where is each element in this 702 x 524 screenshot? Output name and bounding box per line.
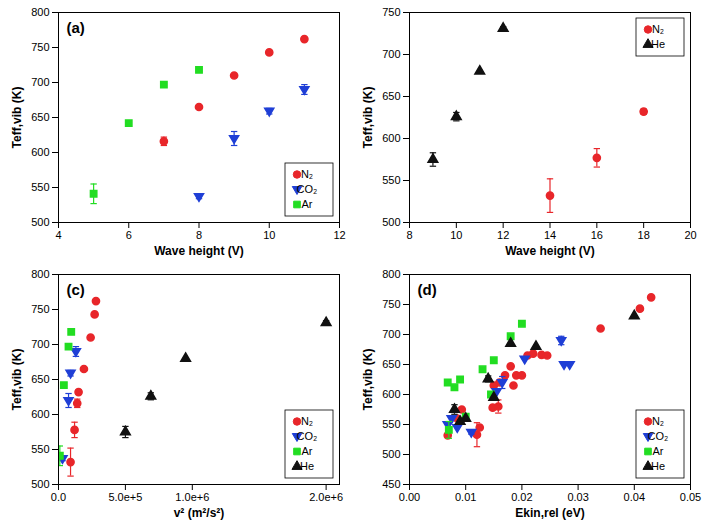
svg-text:Teff,vib (K): Teff,vib (K) bbox=[10, 349, 24, 411]
svg-text:550: 550 bbox=[382, 418, 400, 430]
svg-text:10: 10 bbox=[263, 229, 275, 241]
svg-text:1.0e+6: 1.0e+6 bbox=[175, 491, 209, 503]
svg-text:600: 600 bbox=[382, 132, 400, 144]
svg-text:650: 650 bbox=[382, 90, 400, 102]
svg-text:Ekin,rel (eV): Ekin,rel (eV) bbox=[515, 506, 584, 520]
svg-text:700: 700 bbox=[31, 76, 49, 88]
svg-text:450: 450 bbox=[382, 478, 400, 490]
svg-text:0.05: 0.05 bbox=[680, 491, 701, 503]
svg-text:600: 600 bbox=[382, 388, 400, 400]
svg-text:600: 600 bbox=[31, 408, 49, 420]
svg-text:0.01: 0.01 bbox=[455, 491, 476, 503]
svg-text:0.02: 0.02 bbox=[511, 491, 532, 503]
svg-text:18: 18 bbox=[638, 229, 650, 241]
svg-text:6: 6 bbox=[126, 229, 132, 241]
svg-text:550: 550 bbox=[382, 174, 400, 186]
svg-text:CO₂: CO₂ bbox=[297, 183, 318, 195]
svg-text:600: 600 bbox=[31, 146, 49, 158]
svg-text:750: 750 bbox=[31, 303, 49, 315]
svg-text:20: 20 bbox=[684, 229, 696, 241]
svg-text:750: 750 bbox=[382, 298, 400, 310]
svg-text:Ar: Ar bbox=[302, 198, 313, 210]
svg-text:2.0e+6: 2.0e+6 bbox=[309, 491, 343, 503]
svg-text:CO₂: CO₂ bbox=[648, 430, 669, 442]
svg-text:8: 8 bbox=[196, 229, 202, 241]
svg-text:550: 550 bbox=[31, 443, 49, 455]
svg-text:750: 750 bbox=[382, 6, 400, 18]
svg-text:500: 500 bbox=[31, 216, 49, 228]
svg-text:550: 550 bbox=[31, 181, 49, 193]
svg-text:700: 700 bbox=[382, 328, 400, 340]
svg-text:4: 4 bbox=[55, 229, 61, 241]
svg-text:N₂: N₂ bbox=[652, 415, 664, 427]
svg-text:Teff,vib (K): Teff,vib (K) bbox=[361, 349, 375, 411]
svg-text:14: 14 bbox=[544, 229, 556, 241]
svg-text:N₂: N₂ bbox=[652, 23, 664, 35]
svg-text:800: 800 bbox=[31, 6, 49, 18]
svg-text:Teff,vib (K): Teff,vib (K) bbox=[361, 87, 375, 149]
svg-text:12: 12 bbox=[497, 229, 509, 241]
svg-text:800: 800 bbox=[382, 268, 400, 280]
svg-text:(a): (a) bbox=[67, 19, 85, 36]
svg-text:5.0e+5: 5.0e+5 bbox=[108, 491, 142, 503]
svg-text:CO₂: CO₂ bbox=[297, 430, 318, 442]
svg-text:(d): (d) bbox=[418, 281, 437, 298]
svg-text:650: 650 bbox=[382, 358, 400, 370]
svg-text:650: 650 bbox=[31, 373, 49, 385]
svg-text:800: 800 bbox=[31, 268, 49, 280]
svg-text:N₂: N₂ bbox=[301, 415, 313, 427]
svg-text:8: 8 bbox=[406, 229, 412, 241]
svg-text:0.0: 0.0 bbox=[51, 491, 66, 503]
svg-text:16: 16 bbox=[591, 229, 603, 241]
svg-text:N₂: N₂ bbox=[301, 168, 313, 180]
svg-text:Teff,vib (K): Teff,vib (K) bbox=[10, 87, 24, 149]
svg-text:12: 12 bbox=[333, 229, 345, 241]
svg-text:0.00: 0.00 bbox=[399, 491, 420, 503]
svg-text:700: 700 bbox=[382, 48, 400, 60]
svg-text:0.03: 0.03 bbox=[567, 491, 588, 503]
svg-text:500: 500 bbox=[382, 448, 400, 460]
svg-text:He: He bbox=[300, 460, 314, 472]
svg-text:500: 500 bbox=[31, 478, 49, 490]
svg-text:(c): (c) bbox=[67, 281, 85, 298]
svg-text:v² (m²/s²): v² (m²/s²) bbox=[174, 506, 225, 520]
svg-text:500: 500 bbox=[382, 216, 400, 228]
svg-text:Ar: Ar bbox=[653, 445, 664, 457]
svg-text:Wave height (V): Wave height (V) bbox=[505, 244, 595, 258]
svg-text:Wave height (V): Wave height (V) bbox=[154, 244, 244, 258]
svg-text:Ar: Ar bbox=[302, 445, 313, 457]
svg-text:700: 700 bbox=[31, 338, 49, 350]
svg-text:650: 650 bbox=[31, 111, 49, 123]
svg-text:He: He bbox=[651, 460, 665, 472]
svg-text:10: 10 bbox=[450, 229, 462, 241]
svg-text:750: 750 bbox=[31, 41, 49, 53]
svg-text:0.04: 0.04 bbox=[624, 491, 645, 503]
svg-text:He: He bbox=[651, 38, 665, 50]
